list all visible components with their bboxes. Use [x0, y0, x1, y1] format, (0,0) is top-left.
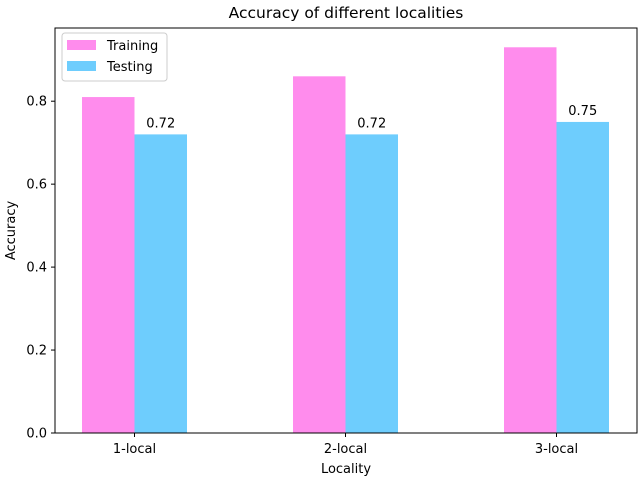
- plot-frame: [54, 27, 638, 434]
- bar-training-3-local: [504, 47, 557, 434]
- y-axis: 0.0 0.2 0.4 0.6 0.8: [26, 95, 55, 442]
- bar-training-1-local: [82, 97, 135, 433]
- x-axis-label: Locality: [321, 462, 371, 477]
- y-tick-label: 0.8: [26, 95, 47, 110]
- y-tick-label: 0.6: [26, 178, 47, 193]
- legend-swatch-training: [67, 40, 96, 50]
- bar-testing-2-local: [345, 134, 398, 433]
- data-labels-group: 0.72 0.72 0.75: [146, 104, 597, 131]
- legend-label-testing: Testing: [106, 60, 153, 75]
- x-tick-label: 3-local: [535, 442, 578, 457]
- chart-title: Accuracy of different localities: [229, 4, 464, 22]
- y-axis-label: Accuracy: [4, 201, 19, 261]
- bar-testing-3-local: [556, 121, 609, 433]
- y-tick-label: 0.2: [26, 344, 47, 359]
- y-tick-label: 0.0: [26, 427, 47, 442]
- x-axis: 1-local 2-local 3-local: [113, 433, 578, 457]
- y-tick-label: 0.4: [26, 261, 47, 276]
- bars-group: [82, 47, 609, 434]
- x-tick-label: 2-local: [324, 442, 367, 457]
- x-tick-label: 1-local: [113, 442, 156, 457]
- bar-testing-1-local: [134, 134, 187, 433]
- bar-data-label: 0.72: [146, 116, 175, 131]
- bar-data-label: 0.72: [357, 116, 386, 131]
- bar-training-2-local: [293, 76, 346, 434]
- legend-swatch-testing: [67, 61, 96, 71]
- legend-label-training: Training: [106, 39, 158, 54]
- bar-data-label: 0.75: [568, 104, 597, 119]
- legend: Training Testing: [61, 32, 168, 82]
